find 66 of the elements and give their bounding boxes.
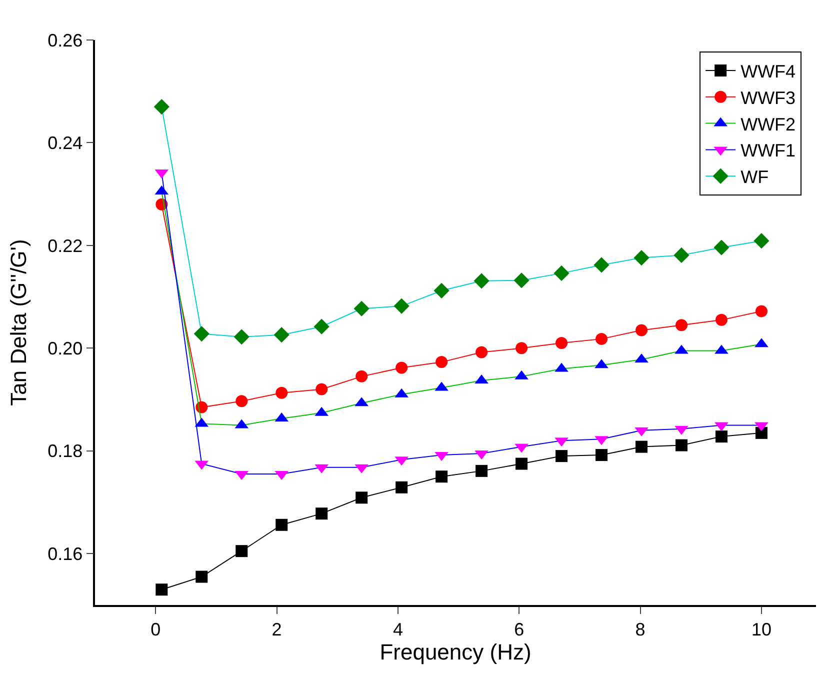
point — [154, 98, 170, 115]
point — [675, 439, 688, 452]
point — [674, 247, 690, 264]
point — [314, 318, 330, 334]
x-axis-title: Frequency (Hz) — [380, 640, 532, 665]
point — [596, 449, 608, 462]
point — [556, 337, 568, 350]
point — [516, 342, 528, 354]
x-tick-label: 8 — [635, 619, 646, 640]
point — [396, 481, 408, 494]
x-tick-label: 4 — [392, 619, 403, 640]
point — [354, 300, 370, 316]
point — [675, 319, 688, 332]
point — [236, 395, 248, 408]
point — [514, 272, 530, 288]
legend-label: WWF3 — [740, 88, 796, 108]
y-tick-label: 0.20 — [48, 338, 83, 358]
y-tick-label: 0.16 — [48, 544, 83, 564]
point — [755, 305, 768, 318]
point — [196, 570, 208, 583]
point — [356, 370, 368, 382]
point — [276, 518, 288, 531]
x-tick-label: 6 — [514, 619, 524, 640]
point — [754, 233, 770, 249]
y-tick-label: 0.18 — [48, 441, 83, 462]
point — [396, 362, 408, 374]
legend-label: WF — [740, 167, 769, 188]
legend-label: WWF1 — [740, 140, 796, 161]
legend-label: WWF2 — [740, 114, 796, 134]
point — [556, 450, 568, 462]
point — [714, 240, 730, 256]
point — [715, 430, 728, 443]
point — [594, 257, 610, 273]
point — [394, 298, 410, 314]
point — [554, 265, 570, 281]
point — [434, 282, 450, 298]
point — [234, 329, 250, 345]
point — [715, 314, 728, 326]
x-tick-label: 0 — [150, 619, 161, 640]
point — [316, 383, 328, 396]
point — [316, 508, 328, 520]
point — [276, 386, 288, 399]
point — [636, 324, 648, 336]
y-tick-label: 0.24 — [48, 133, 83, 154]
point — [156, 584, 168, 596]
point — [194, 326, 210, 342]
point — [356, 492, 368, 504]
legend-label: WWF4 — [740, 62, 796, 82]
y-axis-title: Tan Delta (G''/G') — [6, 239, 31, 406]
point — [634, 250, 650, 266]
point — [516, 458, 528, 470]
point — [236, 545, 248, 558]
point — [436, 470, 448, 483]
point — [636, 440, 648, 453]
point — [476, 464, 488, 477]
x-tick-label: 2 — [272, 619, 282, 640]
point — [596, 332, 608, 345]
point — [474, 273, 490, 289]
point — [755, 426, 768, 439]
point — [436, 356, 448, 368]
y-tick-label: 0.26 — [48, 30, 83, 50]
point — [476, 346, 488, 358]
y-tick-label: 0.22 — [48, 236, 83, 256]
point — [196, 401, 208, 414]
point — [274, 327, 290, 343]
x-tick-label: 10 — [751, 619, 772, 640]
